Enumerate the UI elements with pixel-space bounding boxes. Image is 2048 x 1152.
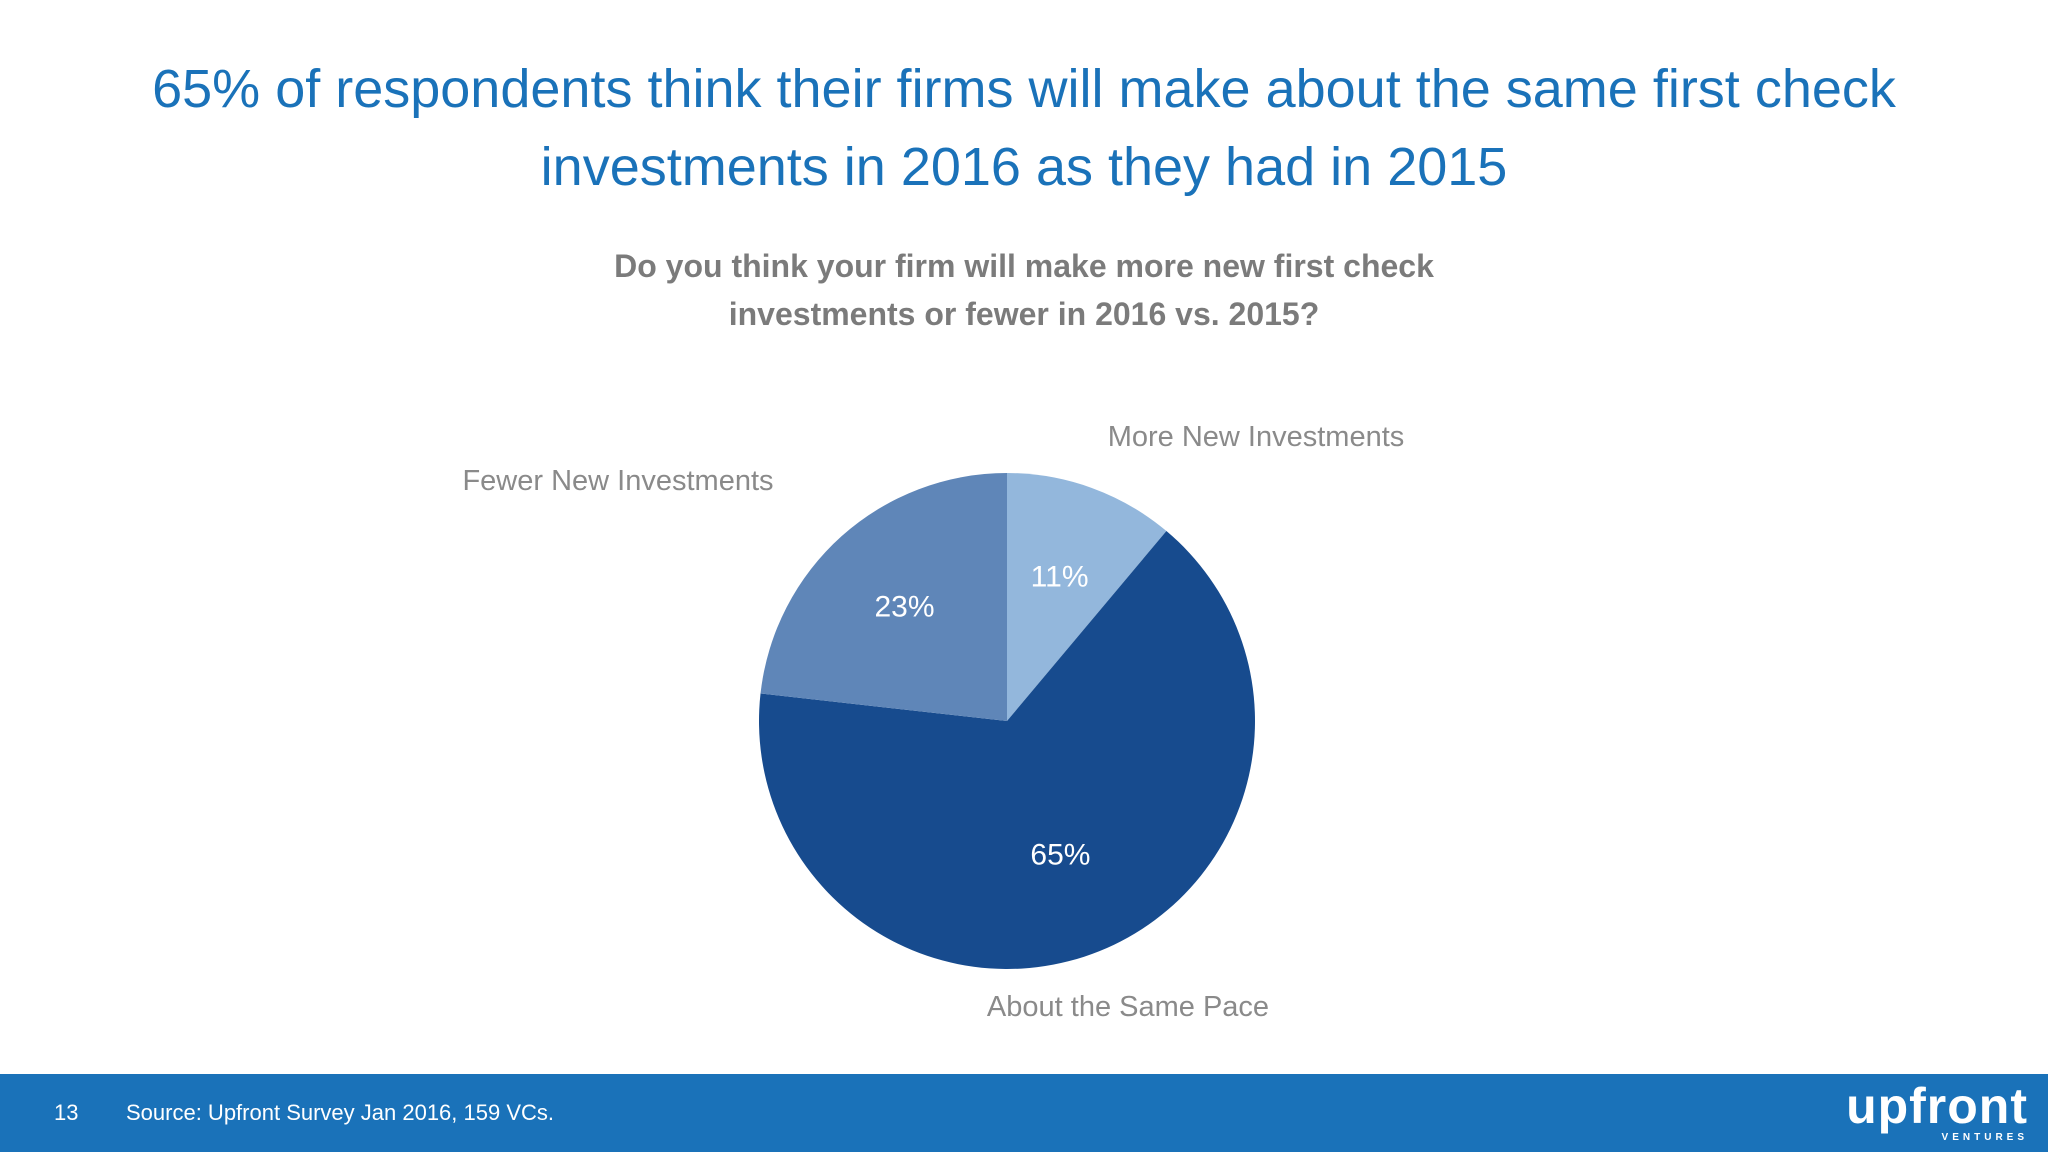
pie-slices [758, 473, 1255, 970]
pie-value-label-more-new-investments: 11% [1031, 561, 1089, 594]
source-note: Source: Upfront Survey Jan 2016, 159 VCs… [126, 1100, 555, 1125]
footer-bar: 13 Source: Upfront Survey Jan 2016, 159 … [0, 1074, 2048, 1152]
pie-value-labels: 11% 65% 23% [874, 561, 1090, 872]
pie-value-label-fewer-new-investments: 23% [874, 590, 934, 623]
pie-slice-more-new-investments [1007, 473, 1167, 721]
chart-title: Do you think your firm will make more ne… [614, 248, 1434, 332]
pie-slice-about-the-same-pace [758, 531, 1255, 970]
upfront-logo: upfront VENTURES [1808, 1080, 2028, 1146]
pie-slice-fewer-new-investments [760, 473, 1007, 721]
logo-subtitle: VENTURES [1941, 1132, 2028, 1143]
pie-category-label-more-new-investments: More New Investments [1108, 421, 1405, 453]
slide-title: 65% of respondents think their firms wil… [152, 59, 1896, 197]
pie-category-label-fewer-new-investments: Fewer New Investments [462, 465, 773, 497]
pie-category-labels: More New Investments About the Same Pace F… [462, 421, 1404, 1023]
logo-wordmark: upfront [1846, 1078, 2028, 1134]
pie-category-label-about-the-same-pace: About the Same Pace [987, 991, 1269, 1023]
pie-value-label-about-the-same-pace: 65% [1030, 839, 1090, 872]
page-number: 13 [54, 1100, 79, 1125]
